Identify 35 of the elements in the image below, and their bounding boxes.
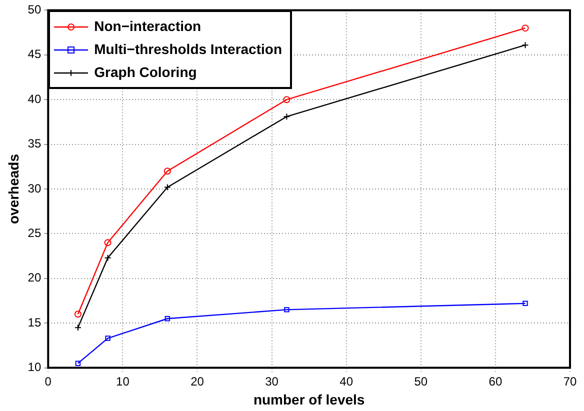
point xyxy=(164,184,171,191)
point xyxy=(104,254,112,262)
x-tick-label: 70 xyxy=(563,374,577,388)
x-tick-label: 20 xyxy=(190,374,204,388)
x-tick-label: 50 xyxy=(414,374,428,388)
x-tick-label: 40 xyxy=(340,374,354,388)
y-axis-title: overheads xyxy=(5,154,22,224)
y-tick-label: 40 xyxy=(28,92,42,106)
y-tick-label: 25 xyxy=(28,226,42,240)
y-tick-label: 10 xyxy=(28,360,42,374)
point xyxy=(283,113,290,120)
x-tick-label: 0 xyxy=(44,374,52,388)
point xyxy=(164,316,170,322)
point xyxy=(104,239,112,246)
y-tick-label: 30 xyxy=(28,181,42,196)
point xyxy=(522,24,529,32)
y-tick-label: 45 xyxy=(28,47,42,62)
point xyxy=(164,168,171,175)
y-tick-label: 15 xyxy=(28,315,42,330)
x-tick-label: 30 xyxy=(265,374,279,388)
point xyxy=(284,307,290,312)
point xyxy=(105,336,110,341)
y-tick-label: 50 xyxy=(28,2,42,17)
x-tick-label: 10 xyxy=(116,374,130,388)
point xyxy=(283,96,290,104)
point xyxy=(74,310,82,318)
y-tick-label: 35 xyxy=(28,136,42,151)
legend-label: Multi−thresholds Interaction xyxy=(94,40,282,60)
legend-label: Non−interaction xyxy=(94,17,202,36)
point xyxy=(522,300,528,306)
legend-label: Graph Coloring xyxy=(94,63,197,82)
point xyxy=(75,360,81,366)
x-axis-title: number of levels xyxy=(253,391,365,408)
x-tick-label: 60 xyxy=(488,374,502,388)
y-tick-label: 20 xyxy=(28,270,42,285)
